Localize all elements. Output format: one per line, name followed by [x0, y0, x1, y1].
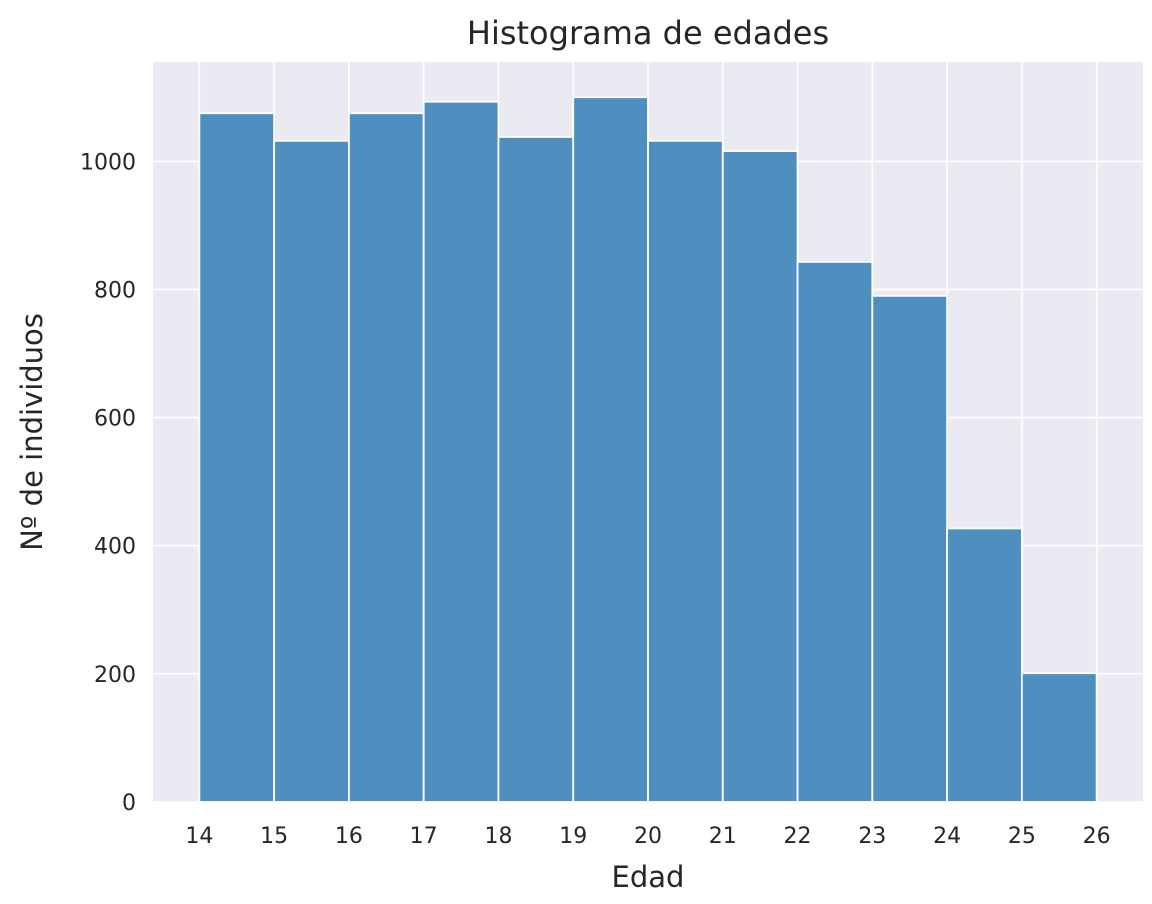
x-tick-label: 25 — [1008, 824, 1036, 849]
x-tick-label: 21 — [709, 824, 737, 849]
histogram-bar — [198, 112, 276, 803]
bars — [198, 96, 1098, 803]
x-tick-label: 20 — [634, 824, 662, 849]
histogram-bar — [871, 294, 948, 803]
x-tick-labels: 14 15 16 17 18 19 20 21 22 23 24 25 26 — [185, 824, 1110, 849]
x-tick-label: 17 — [410, 824, 438, 849]
histogram-bar — [946, 527, 1023, 803]
y-tick-label: 400 — [94, 535, 136, 560]
histogram-bar — [572, 96, 649, 803]
x-tick-label: 14 — [185, 824, 213, 849]
x-tick-label: 22 — [784, 824, 812, 849]
histogram-bar — [273, 139, 350, 803]
y-tick-labels: 0 200 400 600 800 1000 — [80, 150, 136, 816]
y-tick-label: 0 — [122, 791, 136, 816]
x-tick-label: 19 — [559, 824, 587, 849]
x-tick-label: 24 — [933, 824, 961, 849]
histogram-bar — [497, 136, 575, 803]
histogram-bar — [1020, 672, 1098, 803]
x-tick-label: 23 — [858, 824, 886, 849]
y-tick-label: 200 — [94, 663, 136, 688]
histogram-bar — [721, 150, 799, 803]
x-axis-label: Edad — [612, 860, 685, 894]
x-tick-label: 16 — [335, 824, 363, 849]
y-tick-label: 800 — [94, 278, 136, 303]
histogram-bar — [422, 100, 500, 803]
y-tick-label: 1000 — [80, 150, 136, 175]
histogram-bar — [348, 112, 425, 803]
chart-title: Histograma de edades — [467, 14, 829, 52]
x-tick-label: 15 — [260, 824, 288, 849]
y-axis-label: Nº de individuos — [15, 313, 49, 551]
x-tick-label: 18 — [484, 824, 512, 849]
histogram-bar — [796, 260, 874, 803]
x-tick-label: 26 — [1083, 824, 1111, 849]
histogram-bar — [647, 139, 724, 803]
y-tick-label: 600 — [94, 407, 136, 432]
